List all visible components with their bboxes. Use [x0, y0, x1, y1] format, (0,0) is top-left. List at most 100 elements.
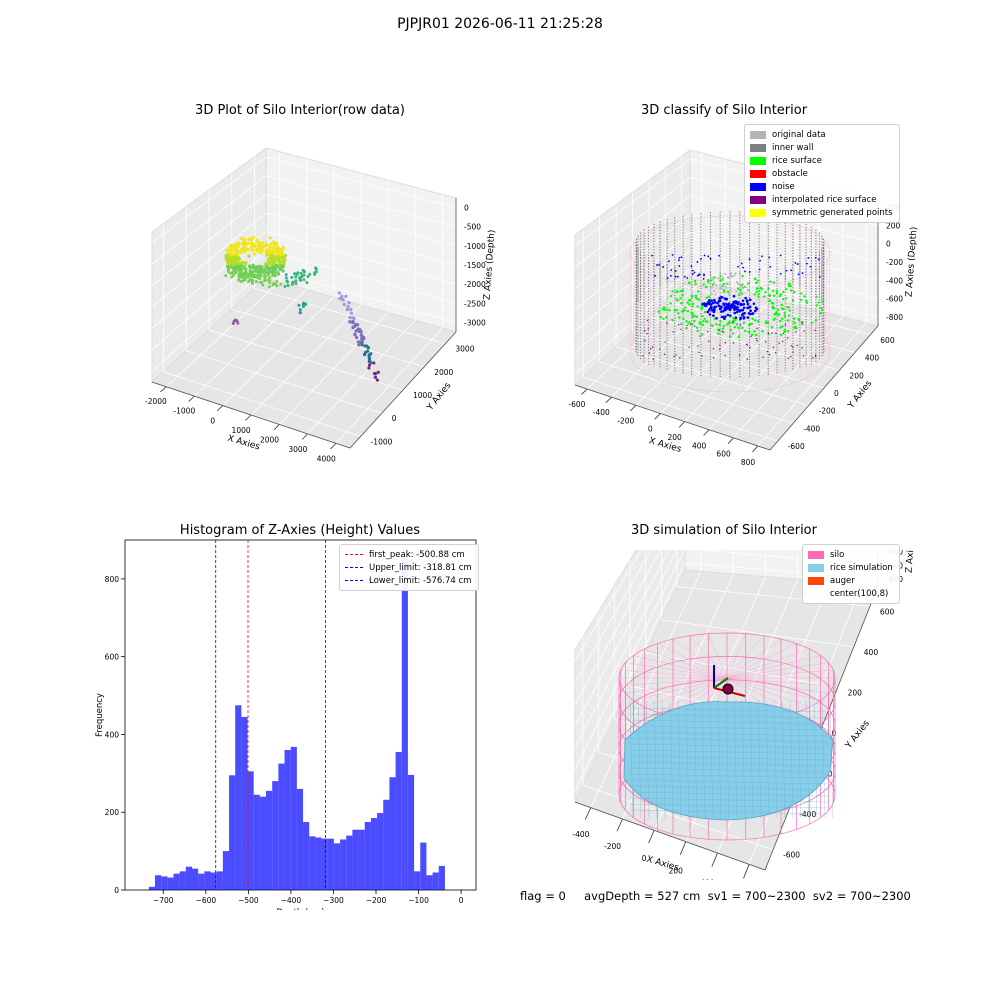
- noise-point: [742, 266, 745, 269]
- rice-surface-point: [795, 326, 798, 330]
- raw-point: [275, 243, 279, 247]
- raw-point: [367, 366, 371, 370]
- legend-label: original data: [772, 129, 826, 140]
- axis-line: [186, 350, 382, 414]
- noise-point: [711, 301, 715, 305]
- rice-surface-point: [772, 281, 775, 284]
- rice-surface-point: [698, 321, 702, 324]
- histogram-bar: [321, 838, 328, 890]
- interpolated-point: [690, 323, 692, 326]
- rice-surface-point: [787, 306, 790, 309]
- noise-point: [753, 309, 757, 313]
- surface-mesh-line: [717, 699, 722, 819]
- axis-line: [681, 285, 871, 336]
- surface-mesh-line: [629, 731, 829, 737]
- interpolated-point: [768, 353, 771, 356]
- silo-roof-line: [625, 662, 728, 679]
- axis-line: [574, 177, 691, 268]
- rice-surface-point: [669, 294, 673, 298]
- y-tick-label: -400: [799, 810, 816, 819]
- axis-line: [265, 212, 457, 266]
- interpolated-point: [699, 335, 701, 337]
- raw-point: [284, 273, 288, 277]
- raw-point: [265, 253, 269, 257]
- raw-point: [276, 270, 280, 275]
- x-tick-label: 400: [692, 441, 707, 450]
- rice-surface-point: [715, 323, 718, 326]
- original-data-point: [711, 278, 714, 281]
- interpolated-point: [664, 341, 666, 343]
- rice-surface-point: [695, 315, 698, 318]
- x-axis-label: X Axies: [645, 855, 680, 874]
- interpolated-point: [646, 332, 648, 335]
- interpolated-point: [795, 331, 797, 333]
- raw-point: [250, 247, 254, 252]
- raw-point: [232, 263, 236, 267]
- x-tick-label: -400: [593, 408, 610, 417]
- noise-point: [758, 268, 761, 271]
- axis-line: [151, 194, 267, 286]
- rice-surface-point: [705, 296, 708, 299]
- noise-point: [727, 306, 731, 309]
- legend-label: noise: [772, 181, 795, 192]
- interpolated-point: [790, 355, 792, 358]
- interpolated-point: [650, 348, 652, 350]
- surface-mesh-line: [821, 699, 826, 819]
- axis-line: [727, 437, 734, 445]
- axis-line: [574, 231, 691, 332]
- rice-surface-point: [713, 276, 716, 279]
- x-tick-label: −100: [408, 896, 429, 905]
- rice-surface-point: [662, 306, 666, 309]
- rice-surface-point: [680, 322, 683, 326]
- noise-point: [750, 312, 754, 316]
- auger-y-axis: [713, 677, 729, 689]
- noise-point: [755, 307, 759, 311]
- interpolated-point: [771, 332, 773, 334]
- axis-line: [273, 424, 280, 431]
- noise-point: [761, 255, 763, 258]
- noise-point: [718, 299, 722, 302]
- histogram-bar: [414, 871, 421, 890]
- y-tick-label: 0: [114, 886, 119, 895]
- rice-surface-point: [695, 326, 699, 329]
- original-data-point: [722, 288, 725, 291]
- rice-surface-point: [665, 308, 669, 312]
- rice-surface-point: [783, 315, 786, 318]
- x-axis-label: X Axies: [226, 434, 261, 453]
- interpolated-point: [814, 354, 817, 356]
- axis-line: [265, 175, 457, 228]
- rice-surface-point: [711, 283, 715, 286]
- raw-point: [260, 241, 265, 245]
- noise-point: [680, 256, 683, 259]
- rice-surface-point: [779, 333, 783, 337]
- noise-point: [674, 275, 677, 278]
- classify-legend: original data inner wall rice surface obsta…: [744, 124, 900, 223]
- x-tick-label: 400: [700, 878, 715, 880]
- x-tick-label: 200: [668, 433, 683, 442]
- surface-mesh-line: [813, 699, 818, 819]
- x-tick-label: −600: [196, 896, 217, 905]
- raw-point: [294, 279, 298, 283]
- axis-line: [581, 388, 588, 395]
- raw-point: [298, 308, 302, 312]
- surface-mesh-line: [629, 797, 829, 803]
- rice-surface-point: [748, 323, 752, 326]
- noise-point: [749, 309, 752, 313]
- rice-surface-point: [779, 326, 782, 329]
- y-tick-label: 600: [105, 653, 120, 662]
- rice-surface-point: [776, 308, 780, 312]
- raw-point: [265, 264, 269, 268]
- rice-surface-point: [754, 319, 757, 322]
- axis-line: [265, 231, 457, 285]
- noise-point: [736, 301, 740, 304]
- raw-point: [226, 267, 230, 271]
- original-data-point: [730, 274, 733, 277]
- legend-entry: Upper_limit: -318.81 cm: [345, 561, 472, 574]
- noise-point: [748, 305, 752, 309]
- raw-point: [255, 273, 259, 277]
- y-tick-label: 1000: [413, 391, 432, 400]
- surface-mesh-line: [629, 749, 829, 755]
- raw-point: [270, 258, 274, 262]
- legend-swatch: [750, 130, 766, 139]
- axis-line: [654, 413, 661, 420]
